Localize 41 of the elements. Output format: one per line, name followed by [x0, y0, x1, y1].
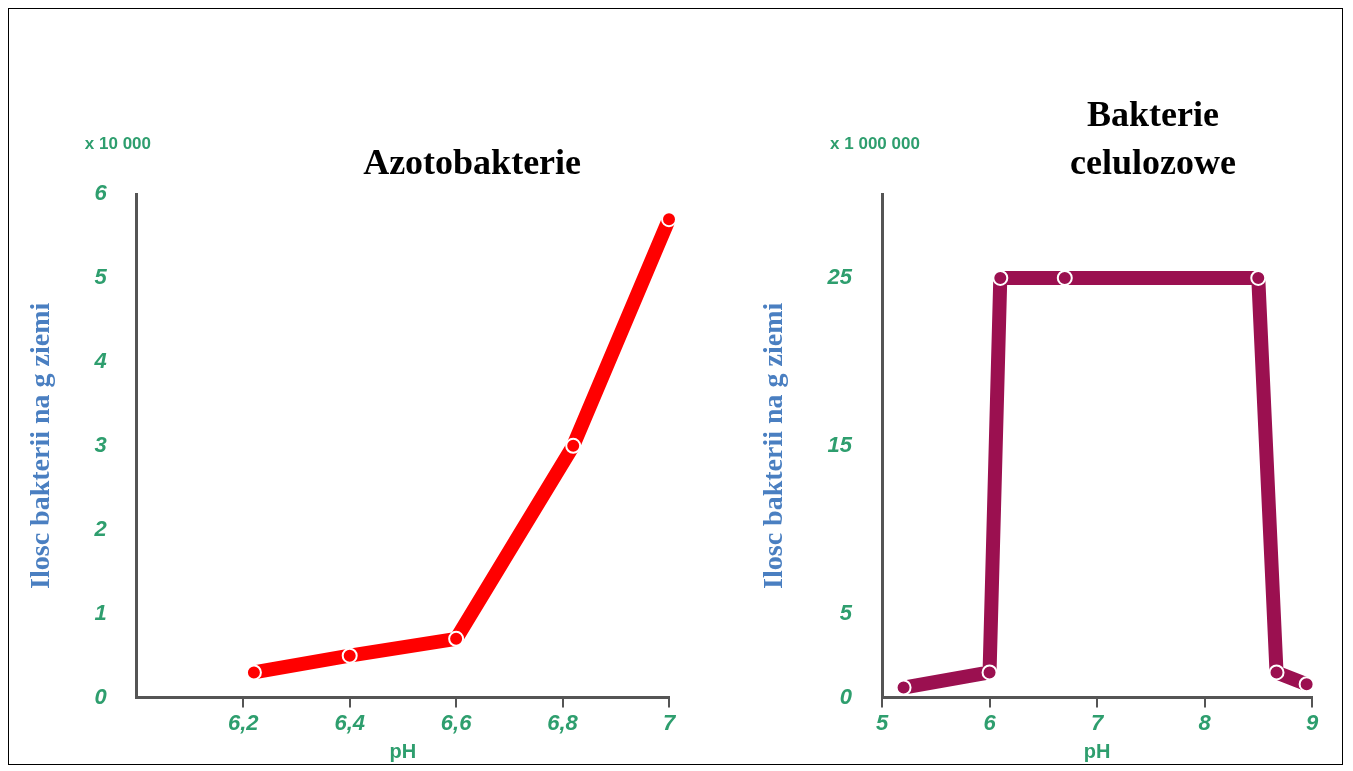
y-tick-label: 0 [839, 683, 853, 709]
y-tick-label: 25 [826, 264, 853, 289]
text: x 10 000 [84, 134, 152, 153]
x-tick-label: 6 [983, 709, 997, 735]
point [1298, 676, 1315, 693]
point [448, 630, 465, 647]
point [341, 647, 358, 664]
y-tick-label: 15 [827, 431, 853, 457]
y-axis-title: Ilosc bakterii na g ziemi [757, 302, 789, 589]
point [661, 211, 677, 228]
x-axis-title: pH [389, 739, 417, 762]
point [1056, 269, 1073, 286]
point [992, 269, 1009, 286]
x-tick-label: 8 [1198, 709, 1212, 735]
point [895, 679, 912, 696]
x-tick-label: 7 [662, 709, 677, 735]
y-tick-label: 6 [94, 180, 108, 206]
point [981, 664, 998, 681]
text: x 1 000 000 [830, 134, 920, 153]
y-tick-label: 5 [839, 599, 853, 625]
point [1250, 269, 1267, 286]
point [1268, 664, 1285, 681]
y-tick-label: 5 [94, 264, 108, 289]
y-axis-title: Ilosc bakterii na g ziemi [24, 302, 56, 589]
x-axis-title: pH [1083, 739, 1111, 762]
point [565, 437, 582, 454]
x-tick-label: 6,8 [547, 709, 579, 735]
y-tick-label: 4 [93, 347, 107, 373]
point [245, 664, 262, 681]
y-tick-label: 2 [93, 515, 108, 541]
y-tick-label: 1 [94, 599, 107, 625]
y-tick-label: 0 [94, 683, 108, 709]
x-tick-label: 6,6 [440, 709, 473, 735]
x-tick-label: 6,4 [334, 709, 365, 735]
chart-title: Azotobakterie [363, 142, 582, 182]
x-tick-label: 9 [1305, 709, 1319, 735]
y-tick-label: 3 [94, 431, 107, 457]
x-tick-label: 7 [1090, 709, 1105, 735]
chart-title: Bakterie celulozowe [1069, 94, 1236, 182]
x-tick-label: 6,2 [227, 709, 260, 735]
x-tick-label: 5 [875, 709, 889, 735]
